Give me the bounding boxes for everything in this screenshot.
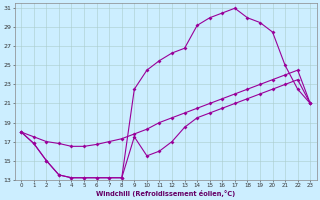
X-axis label: Windchill (Refroidissement éolien,°C): Windchill (Refroidissement éolien,°C) bbox=[96, 190, 236, 197]
